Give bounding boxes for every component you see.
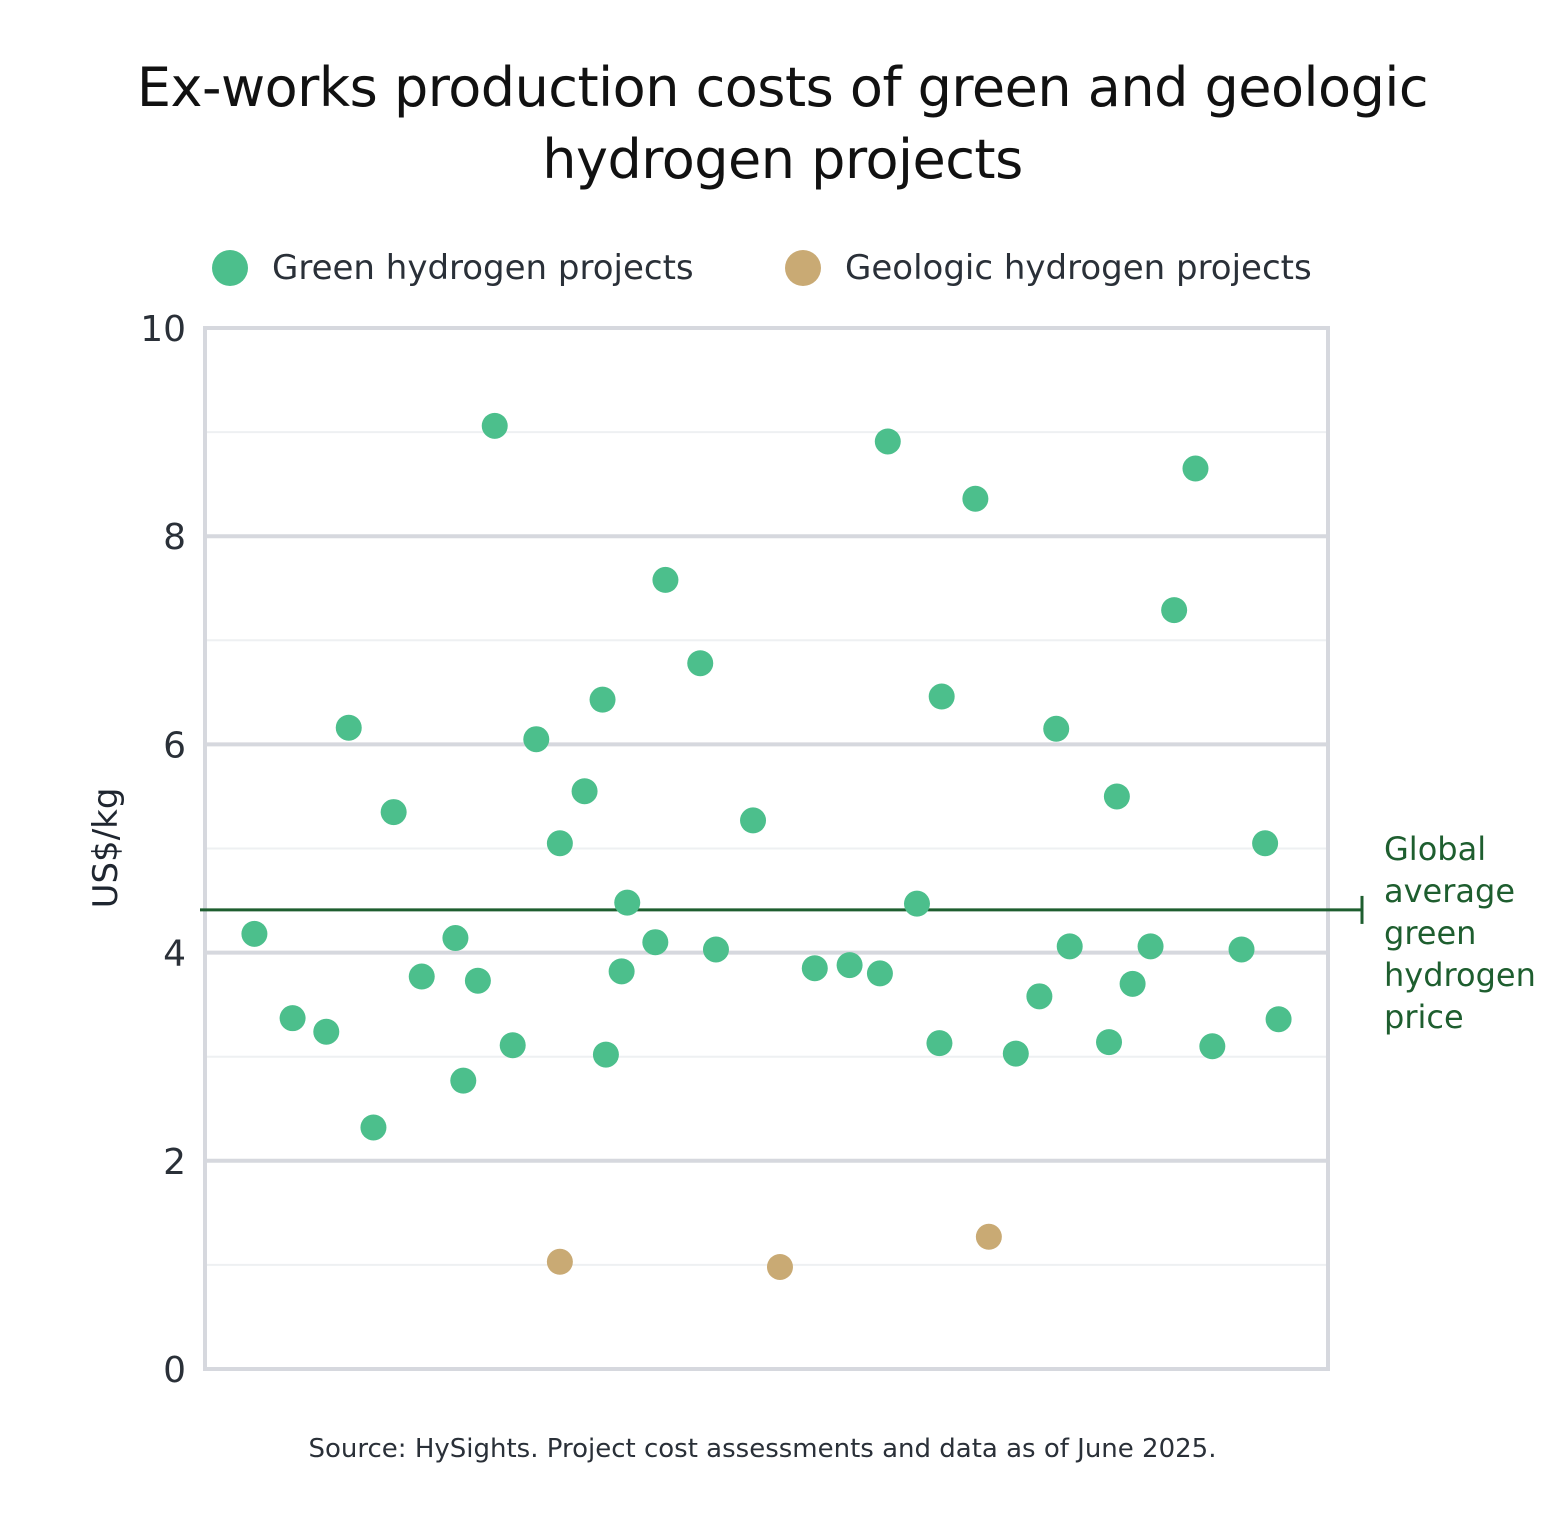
- average-line-label: green: [1384, 914, 1476, 952]
- green-project-point: [592, 1041, 619, 1068]
- legend-label-geologic: Geologic hydrogen projects: [845, 248, 1312, 288]
- green-project-point: [608, 958, 635, 985]
- green-project-point: [614, 889, 641, 916]
- green-project-point: [874, 428, 901, 455]
- legend: Green hydrogen projects Geologic hydroge…: [0, 248, 1560, 292]
- green-project-point: [1002, 1040, 1029, 1067]
- green-project-point: [408, 963, 435, 990]
- green-project-point: [926, 1030, 953, 1057]
- green-project-point: [1043, 715, 1070, 742]
- green-project-point: [464, 967, 491, 994]
- green-project-point: [313, 1018, 340, 1045]
- average-line-label: price: [1384, 998, 1464, 1036]
- legend-item-green: Green hydrogen projects: [212, 248, 694, 288]
- green-project-point: [1182, 455, 1209, 482]
- green-project-point: [589, 686, 616, 713]
- source-note: Source: HySights. Project cost assessmen…: [308, 1434, 1217, 1464]
- legend-marker-green: [212, 250, 248, 286]
- green-project-point: [1026, 983, 1053, 1010]
- green-project-point: [1056, 933, 1083, 960]
- y-tick-label: 2: [163, 1142, 186, 1183]
- green-project-point: [1228, 936, 1255, 963]
- data-points: [241, 412, 1292, 1280]
- green-project-point: [1252, 830, 1279, 857]
- average-line-group: Global average green hydrogen price: [200, 830, 1536, 1036]
- average-line-label: hydrogen: [1384, 956, 1536, 994]
- green-project-point: [836, 952, 863, 979]
- plot-frame: [203, 326, 1330, 1371]
- green-project-point: [546, 830, 573, 857]
- green-project-point: [1103, 783, 1130, 810]
- green-project-point: [442, 925, 469, 952]
- average-line-label: average: [1384, 872, 1515, 910]
- green-project-point: [642, 929, 669, 956]
- y-tick-label: 8: [163, 517, 186, 558]
- chart-title: Ex-works production costs of green and g…: [0, 52, 1560, 196]
- green-project-point: [279, 1005, 306, 1032]
- green-project-point: [499, 1032, 526, 1059]
- green-project-point: [523, 726, 550, 753]
- green-project-point: [571, 778, 598, 805]
- green-project-point: [1161, 597, 1188, 624]
- gridlines: [203, 326, 1330, 1371]
- geologic-project-point: [975, 1223, 1002, 1250]
- geologic-project-point: [546, 1248, 573, 1275]
- green-project-point: [801, 955, 828, 982]
- chart-title-line-2: hydrogen projects: [542, 128, 1023, 191]
- y-tick-label: 10: [140, 309, 186, 350]
- legend-label-green: Green hydrogen projects: [272, 248, 694, 288]
- green-project-point: [962, 485, 989, 512]
- green-project-point: [1119, 970, 1146, 997]
- chart-title-line-1: Ex-works production costs of green and g…: [136, 56, 1429, 119]
- green-project-point: [335, 714, 362, 741]
- green-project-point: [241, 920, 268, 947]
- y-axis-label: US$/kg: [86, 788, 126, 909]
- green-project-point: [450, 1067, 477, 1094]
- y-tick-labels: 0 2 4 6 8 10: [140, 309, 186, 1391]
- green-project-point: [380, 799, 407, 826]
- green-project-point: [652, 566, 679, 593]
- green-project-point: [1096, 1029, 1123, 1056]
- green-project-point: [740, 807, 767, 834]
- green-project-point: [1265, 1006, 1292, 1033]
- geologic-project-point: [766, 1253, 793, 1280]
- green-project-point: [481, 412, 508, 439]
- y-tick-label: 6: [163, 725, 186, 766]
- green-project-point: [1137, 933, 1164, 960]
- green-project-point: [928, 683, 955, 710]
- legend-marker-geologic: [785, 250, 821, 286]
- green-project-point: [360, 1114, 387, 1141]
- green-project-point: [702, 936, 729, 963]
- green-project-point: [903, 890, 930, 917]
- green-project-point: [1199, 1033, 1226, 1060]
- average-line-label: Global: [1384, 830, 1486, 868]
- green-project-point: [687, 650, 714, 677]
- y-tick-label: 4: [163, 934, 186, 975]
- green-project-point: [866, 960, 893, 987]
- y-tick-label: 0: [163, 1350, 186, 1391]
- legend-item-geologic: Geologic hydrogen projects: [785, 248, 1312, 288]
